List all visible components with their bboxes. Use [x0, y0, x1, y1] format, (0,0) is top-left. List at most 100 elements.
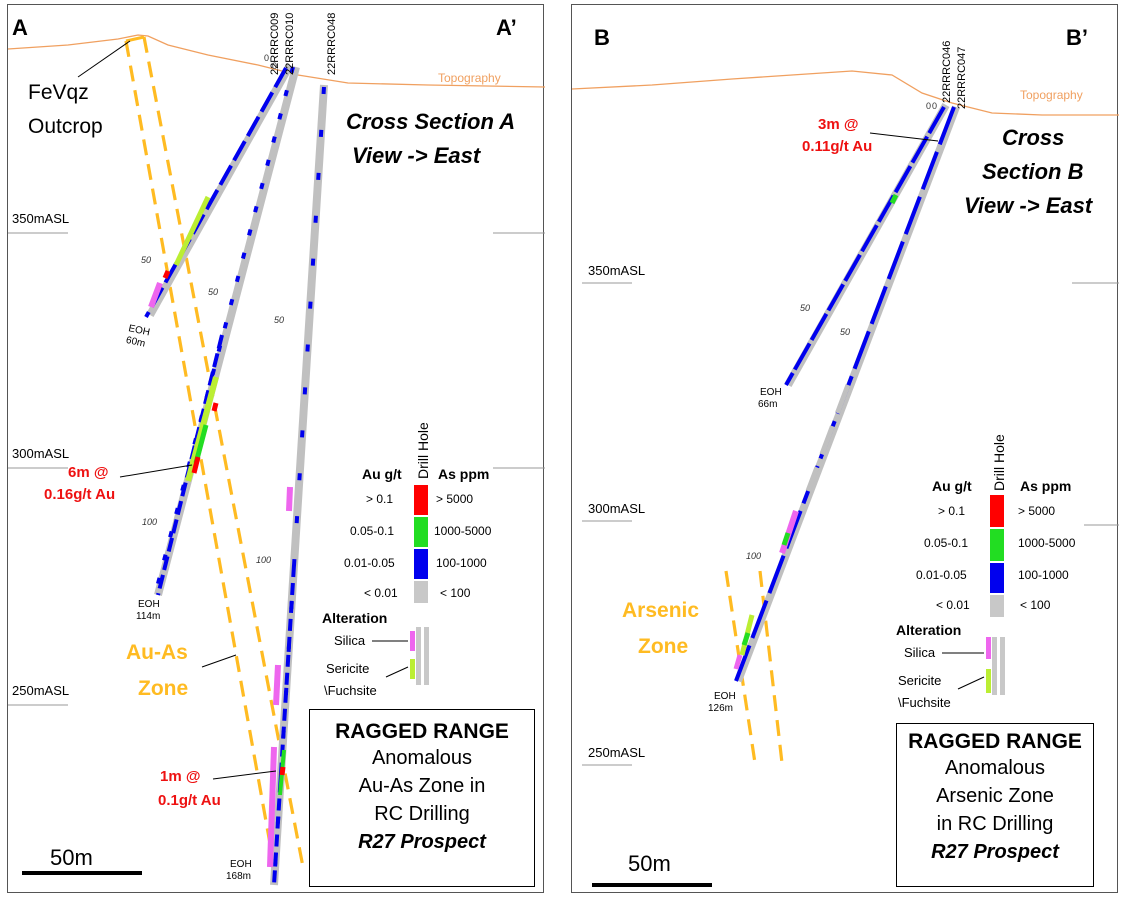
elevation-label: 350mASL	[12, 211, 69, 226]
elevation-label: 350mASL	[588, 263, 645, 278]
depth-mark: 50	[840, 327, 850, 337]
intercept-red	[279, 766, 286, 776]
legend-as-header: As ppm	[438, 466, 489, 482]
legend: Drill Hole Au g/t As ppm > 0.1 0.05-0.1 …	[896, 434, 1076, 710]
legend-sericite-label: Sericite	[898, 673, 941, 688]
legend-au-header: Au g/t	[362, 466, 402, 482]
legend-as-value: 100-1000	[1018, 568, 1069, 582]
topography-label: Topography	[438, 71, 501, 85]
drillhole-22RRRC009	[146, 63, 294, 317]
legend-as-value: 1000-5000	[1018, 536, 1076, 550]
alteration-silica	[267, 746, 277, 868]
legend-sericite-swatch	[986, 669, 991, 693]
title-line: Anomalous	[371, 747, 473, 769]
intercept-red	[162, 270, 171, 279]
alteration-silica	[286, 486, 293, 512]
title-line: in RC Drilling	[936, 813, 1054, 835]
depth-mark: 0	[264, 53, 269, 63]
legend-swatch-low	[990, 563, 1004, 593]
section-title: View -> East	[352, 143, 482, 168]
zone-boundary-line	[124, 40, 278, 878]
section-title: Cross Section A	[346, 109, 515, 134]
zone-label: Zone	[638, 635, 688, 658]
elevation-label: 300mASL	[12, 446, 69, 461]
legend-au-value: 0.05-0.1	[924, 536, 968, 550]
depth-mark: 0	[272, 61, 277, 71]
title-line: Arsenic Zone	[936, 785, 1054, 807]
zone-leader	[201, 654, 237, 668]
eoh-label: EOH 114m	[136, 599, 160, 622]
legend-alteration-header: Alteration	[322, 610, 387, 626]
legend-as-value: < 100	[440, 586, 471, 600]
legend-au-value: < 0.01	[936, 598, 970, 612]
intercept-label: 6m @	[68, 464, 108, 481]
legend-as-value: < 100	[1020, 598, 1051, 612]
elevation-label: 300mASL	[588, 501, 645, 516]
title-prospect: R27 Prospect	[931, 841, 1059, 863]
eoh-label: EOH 66m	[758, 387, 782, 410]
zone-label: Zone	[138, 677, 188, 700]
intercept-label: 3m @	[818, 116, 858, 133]
intercept-label: 0.1g/t Au	[158, 792, 221, 809]
legend-leader	[957, 676, 985, 690]
topography-line	[8, 34, 545, 88]
legend-as-value: > 5000	[1018, 504, 1055, 518]
intercept-label: 0.16g/t Au	[44, 486, 115, 503]
cross-section-a-drawing: Topography 350mASL 300mASL 250mASL	[8, 13, 545, 886]
intercept-leader	[869, 132, 939, 142]
title-company: RAGGED RANGE	[908, 730, 1082, 753]
zone-boundary-line	[142, 36, 305, 868]
legend-grey-column	[416, 627, 421, 685]
hole-label-22RRRC047: 22RRRC047	[956, 47, 968, 109]
legend-au-value: < 0.01	[364, 586, 398, 600]
legend-au-header: Au g/t	[932, 478, 972, 494]
legend: Drill Hole Au g/t As ppm > 0.1 0.05-0.1 …	[322, 422, 492, 698]
zone-top-line	[125, 35, 145, 43]
depth-mark: 50	[274, 315, 284, 325]
depth-mark: 100	[256, 555, 271, 565]
legend-swatch-high	[414, 485, 428, 515]
legend-swatch-trace	[414, 581, 428, 603]
legend-as-value: > 5000	[436, 492, 473, 506]
legend-au-value: 0.01-0.05	[916, 568, 967, 582]
hole-label-22RRRC046: 22RRRC046	[941, 41, 953, 103]
outcrop-label: FeVqz	[28, 81, 89, 104]
intercept-red	[211, 402, 219, 412]
eoh-label: EOH 168m	[226, 859, 252, 882]
legend-au-value: > 0.1	[938, 504, 965, 518]
legend-grey-column	[424, 627, 429, 685]
section-end-a: A	[12, 15, 28, 40]
alteration-silica	[273, 664, 281, 706]
section-end-b: B	[594, 25, 610, 50]
title-company: RAGGED RANGE	[335, 720, 509, 743]
legend-silica-swatch	[410, 631, 415, 651]
legend-swatch-high	[990, 495, 1004, 527]
drillhole-22RRRC047-grey	[805, 384, 851, 492]
title-line: RC Drilling	[374, 803, 470, 825]
depth-mark: 100	[746, 551, 761, 561]
legend-silica-swatch	[986, 637, 991, 659]
legend-swatch-trace	[990, 595, 1004, 617]
drillhole-22RRRC046-as	[784, 106, 946, 386]
zone-label: Au-As	[126, 641, 188, 664]
legend-au-value: 0.05-0.1	[350, 524, 394, 538]
legend-drill-hole-label: Drill Hole	[415, 422, 431, 479]
depth-mark: 0	[926, 101, 931, 111]
legend-as-value: 100-1000	[436, 556, 487, 570]
drillhole-22RRRC009-as	[144, 67, 288, 318]
intercept-leader	[212, 770, 277, 780]
legend-sericite-label: \Fuchsite	[324, 683, 377, 698]
hole-label-22RRRC048: 22RRRC048	[326, 13, 338, 75]
intercept-green	[781, 532, 791, 546]
legend-silica-label: Silica	[904, 645, 936, 660]
alteration-silica	[148, 281, 163, 309]
drillhole-22RRRC048-as	[272, 86, 326, 886]
hole-label-22RRRC009: 22RRRC009	[269, 13, 281, 75]
legend-leader	[385, 666, 409, 678]
drillhole-22RRRC010	[154, 65, 300, 597]
title-box: RAGGED RANGE Anomalous Au-As Zone in RC …	[309, 709, 535, 887]
outcrop-label: Outcrop	[28, 115, 103, 138]
elevation-label: 250mASL	[12, 683, 69, 698]
intercept-label: 0.11g/t Au	[802, 138, 872, 155]
legend-alteration-header: Alteration	[896, 622, 961, 638]
